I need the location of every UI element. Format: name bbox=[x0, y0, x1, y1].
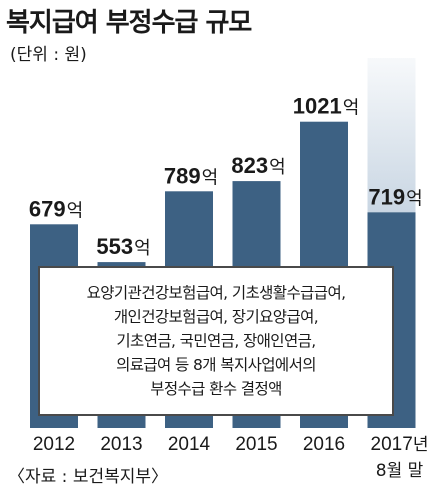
note-line: 요양기관건강보험급여, 기초생활수급급여, bbox=[86, 284, 346, 302]
bar-projection bbox=[367, 58, 416, 213]
value-label: 823억 bbox=[231, 153, 285, 178]
value-label: 719억 bbox=[368, 184, 422, 209]
x-tick-label: 2012 bbox=[33, 434, 75, 455]
note-line: 부정수급 환수 결정액 bbox=[150, 380, 282, 398]
x-tick-label: 2013 bbox=[100, 434, 142, 455]
value-label: 553억 bbox=[96, 234, 150, 259]
unit-label: (단위 : 원) bbox=[10, 45, 87, 65]
note-line: 개인건강보험급여, 장기요양급여, bbox=[113, 308, 319, 326]
source-label: 〈자료 : 보건복지부〉 bbox=[8, 467, 169, 487]
x-tick-label: 2017년 8월 말 bbox=[371, 434, 429, 481]
value-label: 789억 bbox=[164, 163, 218, 188]
x-tick-label: 2015 bbox=[235, 434, 277, 455]
note-line: 기초연금, 국민연금, 장애인연금, bbox=[116, 332, 316, 350]
x-tick-label: 2016 bbox=[303, 434, 345, 455]
value-label: 1021억 bbox=[293, 94, 360, 119]
note-line: 의료급여 등 8개 복지사업에서의 bbox=[116, 356, 316, 374]
chart-title: 복지급여 부정수급 규모 bbox=[6, 8, 252, 38]
x-tick-label: 2014 bbox=[168, 434, 211, 455]
value-label: 679억 bbox=[29, 196, 83, 221]
note-box: 요양기관건강보험급여, 기초생활수급급여, 개인건강보험급여, 장기요양급여, … bbox=[38, 266, 394, 416]
